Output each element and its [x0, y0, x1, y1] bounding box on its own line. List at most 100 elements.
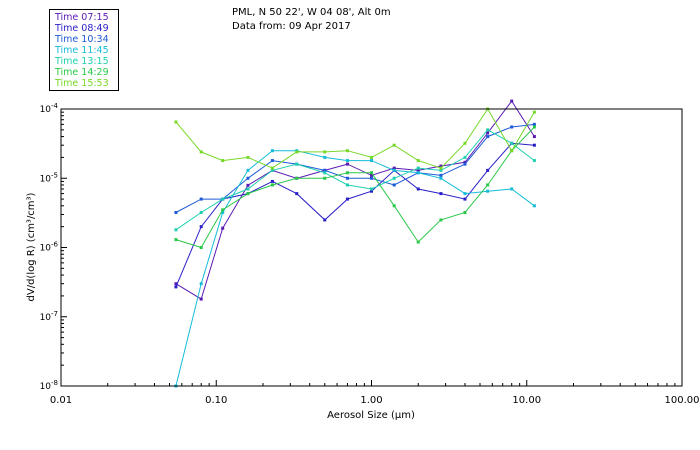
- data-point: [532, 143, 536, 147]
- series-7: [174, 107, 536, 170]
- data-point: [370, 173, 373, 177]
- data-point: [486, 131, 490, 135]
- data-point: [270, 183, 274, 187]
- legend-entry: Time 10:34: [55, 34, 109, 45]
- series-line: [175, 142, 535, 288]
- data-point: [295, 176, 299, 180]
- data-point: [221, 211, 225, 215]
- data-point: [439, 173, 443, 177]
- data-point: [270, 159, 274, 163]
- data-point: [532, 122, 536, 126]
- data-point: [221, 159, 225, 163]
- series-line: [175, 150, 535, 387]
- data-point: [221, 226, 225, 230]
- data-point: [463, 192, 467, 196]
- y-tick-label: 10-7: [40, 310, 58, 323]
- data-point: [295, 150, 299, 154]
- data-point: [295, 192, 299, 196]
- data-point: [532, 135, 536, 139]
- x-tick-label: 10.00: [512, 395, 541, 406]
- series-1: [174, 99, 536, 301]
- data-point: [199, 297, 203, 301]
- data-point: [510, 99, 514, 103]
- legend-entry: Time 11:45: [55, 45, 109, 56]
- data-point: [416, 187, 420, 191]
- data-point: [416, 166, 420, 170]
- data-point: [392, 168, 396, 172]
- y-axis: 10-4 10-5 10-6 10-7 10-8: [40, 102, 67, 392]
- plot-frame: [60, 108, 683, 387]
- data-point: [532, 204, 536, 208]
- data-point: [323, 168, 327, 172]
- data-point: [323, 218, 327, 222]
- data-point: [439, 192, 443, 196]
- series-5: [174, 128, 536, 232]
- legend-entry: Time 15:53: [55, 78, 109, 89]
- data-point: [246, 187, 250, 191]
- data-point: [345, 149, 349, 153]
- data-point: [370, 159, 373, 163]
- x-axis: 0.01 0.10 1.00 10.00 100.00: [50, 380, 700, 406]
- y-tick-label: 10-4: [40, 102, 59, 115]
- data-point: [370, 155, 373, 159]
- y-tick-label: 10-5: [40, 171, 58, 184]
- data-traces: [174, 99, 536, 388]
- data-point: [345, 162, 349, 166]
- series-3: [174, 122, 536, 215]
- data-point: [345, 197, 349, 201]
- data-point: [463, 160, 467, 164]
- y-axis-label: dV/d(log R) (cm³/cm³): [26, 192, 37, 301]
- data-point: [486, 128, 490, 132]
- data-point: [416, 168, 420, 172]
- series-line: [175, 129, 535, 231]
- data-point: [323, 155, 327, 159]
- data-point: [392, 204, 396, 208]
- y-tick-label: 10-8: [40, 379, 58, 392]
- x-tick-label: 1.00: [360, 395, 382, 406]
- x-axis-label: Aerosol Size (µm): [327, 410, 415, 421]
- data-point: [345, 171, 349, 175]
- data-point: [199, 246, 203, 249]
- series-line: [175, 126, 535, 249]
- data-point: [199, 150, 203, 154]
- data-point: [270, 179, 274, 183]
- data-point: [439, 164, 443, 168]
- data-point: [246, 192, 250, 196]
- data-point: [174, 211, 178, 215]
- data-point: [486, 189, 490, 193]
- data-point: [323, 176, 327, 180]
- legend-entry: Time 07:15: [55, 12, 109, 23]
- legend-entry: Time 08:49: [55, 23, 109, 34]
- data-point: [199, 197, 203, 201]
- data-point: [439, 218, 443, 222]
- data-point: [270, 168, 274, 172]
- chart-header: PML, N 50 22', W 04 08', Alt 0m Data fro…: [232, 6, 391, 34]
- data-point: [392, 166, 396, 170]
- data-point: [221, 197, 225, 201]
- data-point: [270, 166, 274, 170]
- data-point: [463, 211, 467, 215]
- data-point: [174, 238, 178, 242]
- data-point: [486, 183, 490, 187]
- data-point: [463, 141, 467, 145]
- data-point: [345, 176, 349, 180]
- series-line: [175, 100, 535, 300]
- data-point: [345, 183, 349, 187]
- data-point: [174, 120, 178, 124]
- data-point: [246, 168, 250, 172]
- data-point: [392, 143, 396, 147]
- data-point: [246, 183, 250, 187]
- data-point: [532, 125, 536, 129]
- data-point: [370, 176, 373, 180]
- x-tick-label: 0.10: [205, 395, 227, 406]
- data-point: [532, 110, 536, 114]
- data-point: [199, 211, 203, 215]
- data-point: [174, 282, 178, 286]
- location-line: PML, N 50 22', W 04 08', Alt 0m: [232, 7, 391, 18]
- legend: Time 07:15 Time 08:49 Time 10:34 Time 11:45…: [49, 9, 119, 91]
- data-point: [439, 176, 443, 180]
- data-point: [174, 228, 178, 232]
- data-point: [370, 171, 373, 175]
- data-point: [510, 141, 514, 145]
